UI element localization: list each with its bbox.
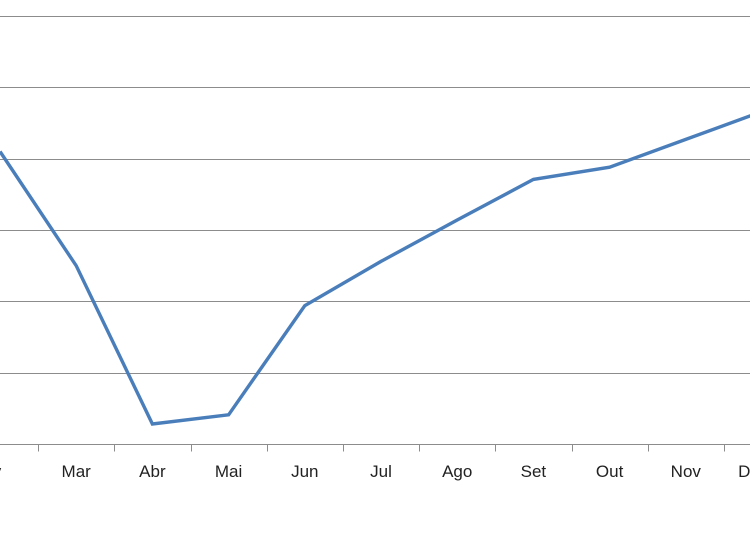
x-tick-label: Abr: [139, 462, 166, 481]
x-tick-label: Set: [521, 462, 547, 481]
x-tick-label: Jul: [370, 462, 392, 481]
x-tick-label: v: [0, 462, 2, 481]
x-tick-label: Out: [596, 462, 624, 481]
x-axis: [0, 444, 750, 452]
x-tick-label: Ago: [442, 462, 472, 481]
series-line-1: [0, 114, 750, 426]
x-tick-label: Nov: [671, 462, 702, 481]
x-tick-label: Mai: [215, 462, 242, 481]
series-layer: [0, 114, 750, 426]
y-gridlines: [0, 16, 750, 374]
x-tick-label: Mar: [62, 462, 92, 481]
x-tick-label: De: [738, 462, 750, 481]
x-tick-labels: v Mar Abr Mai Jun Jul Ago Set Out Nov De: [0, 462, 750, 481]
x-tick-label: Jun: [291, 462, 318, 481]
